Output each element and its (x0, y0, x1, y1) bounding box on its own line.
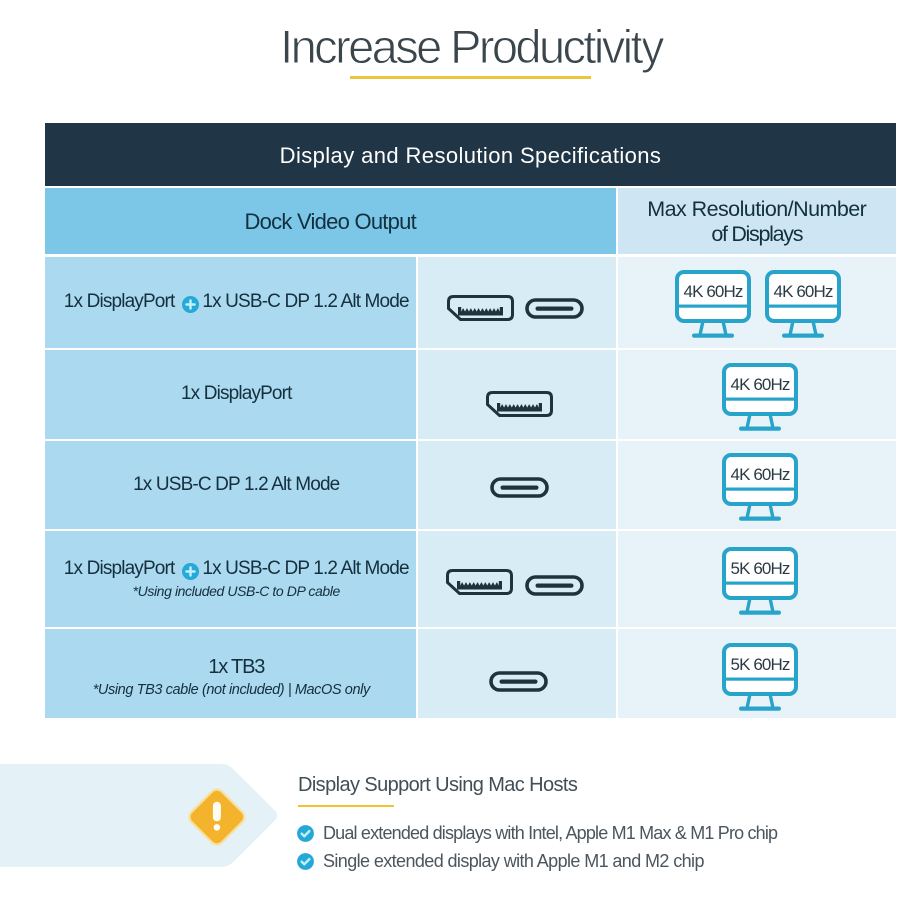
svg-text:5K 60Hz: 5K 60Hz (730, 655, 789, 674)
svg-text:4K 60Hz: 4K 60Hz (774, 282, 833, 301)
svg-text:4K 60Hz: 4K 60Hz (730, 375, 789, 394)
svg-text:5K 60Hz: 5K 60Hz (730, 559, 789, 578)
svg-text:4K 60Hz: 4K 60Hz (684, 282, 743, 301)
svg-text:4K 60Hz: 4K 60Hz (730, 465, 789, 484)
